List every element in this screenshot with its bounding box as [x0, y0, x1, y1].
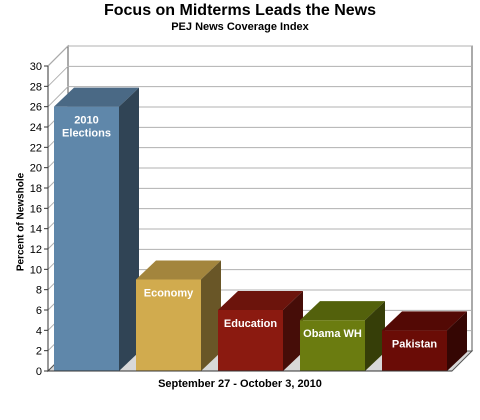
y-tick-label: 10	[30, 264, 42, 276]
y-tick-label: 14	[30, 224, 42, 236]
y-tick-label: 2	[36, 346, 42, 358]
bar-top	[382, 311, 467, 331]
y-tick-label: 26	[30, 102, 42, 114]
bar-label: Education	[224, 318, 277, 330]
y-tick-label: 30	[30, 61, 42, 73]
bar-label: 2010 Elections	[62, 115, 111, 140]
gridline	[47, 65, 472, 87]
bar-side	[283, 291, 303, 371]
bar	[300, 320, 365, 371]
y-tick-label: 12	[30, 244, 42, 256]
gridline	[47, 45, 472, 67]
gridline	[47, 86, 472, 108]
bar	[54, 106, 119, 372]
bar-label: Pakistan	[392, 338, 438, 350]
bar-label: Economy	[144, 288, 194, 300]
y-tick-label: 6	[36, 305, 42, 317]
bar	[218, 310, 283, 371]
y-tick-label: 16	[30, 203, 42, 215]
bar-top	[54, 87, 139, 107]
y-tick-label: 20	[30, 163, 42, 175]
chart-subtitle: PEJ News Coverage Index	[171, 21, 309, 33]
bar-side	[447, 311, 467, 371]
bar-top	[218, 291, 303, 310]
chart-title: Focus on Midterms Leads the News	[103, 2, 377, 19]
bar-side	[119, 87, 139, 372]
bar-top	[136, 260, 221, 280]
y-tick-label: 4	[36, 325, 42, 337]
bar-label: Obama WH	[303, 328, 362, 340]
y-tick-label: 22	[30, 142, 42, 154]
y-tick-label: 0	[36, 366, 42, 378]
y-tick-label: 18	[30, 183, 42, 195]
bar	[382, 330, 447, 371]
bar	[136, 279, 201, 371]
y-tick-label: 24	[30, 122, 42, 134]
bar-side	[201, 260, 221, 371]
x-axis-label: September 27 - October 3, 2010	[158, 378, 322, 390]
y-tick-label: 8	[36, 285, 42, 297]
bar-side	[365, 301, 385, 371]
bar-top	[300, 301, 385, 321]
y-tick-label: 28	[30, 81, 42, 93]
